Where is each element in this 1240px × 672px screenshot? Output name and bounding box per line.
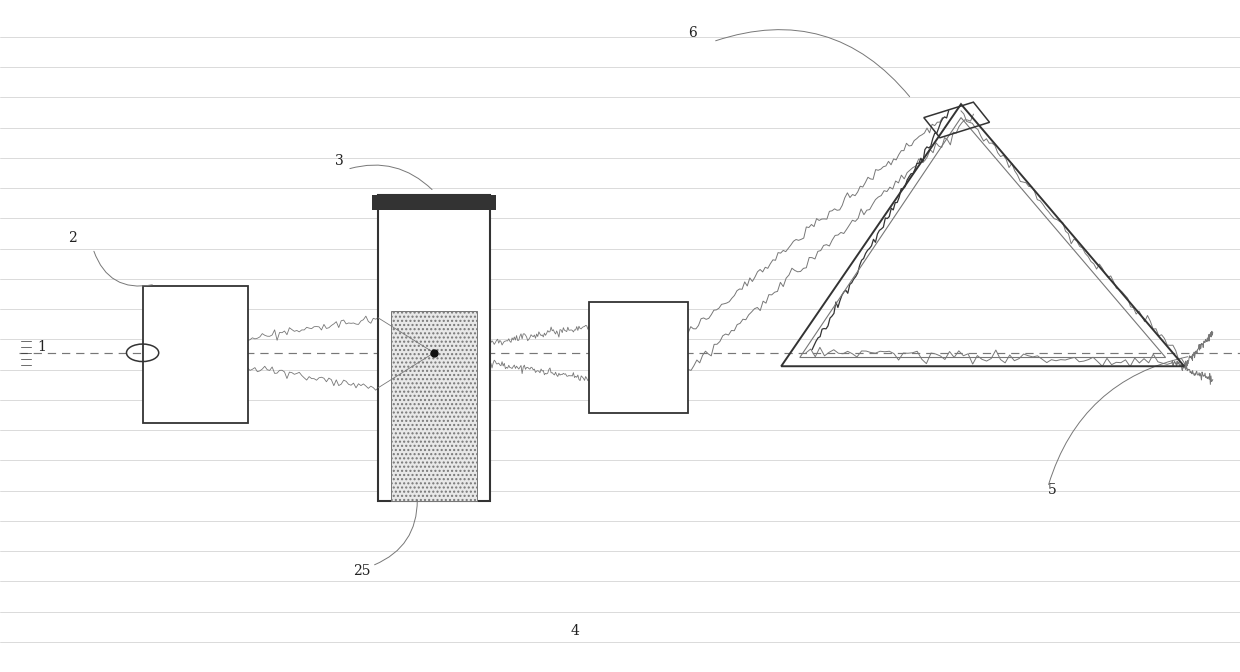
Bar (391, 311, 477, 501)
Text: 1: 1 (37, 340, 46, 353)
Bar (589, 302, 688, 413)
Text: 4: 4 (570, 624, 579, 638)
Bar (143, 286, 248, 423)
Bar (372, 195, 496, 210)
Text: 2: 2 (68, 231, 77, 245)
Text: 25: 25 (353, 564, 371, 577)
Text: 5: 5 (1048, 483, 1056, 497)
Text: 3: 3 (335, 154, 343, 167)
Text: 6: 6 (688, 26, 697, 40)
Bar (378, 195, 490, 501)
